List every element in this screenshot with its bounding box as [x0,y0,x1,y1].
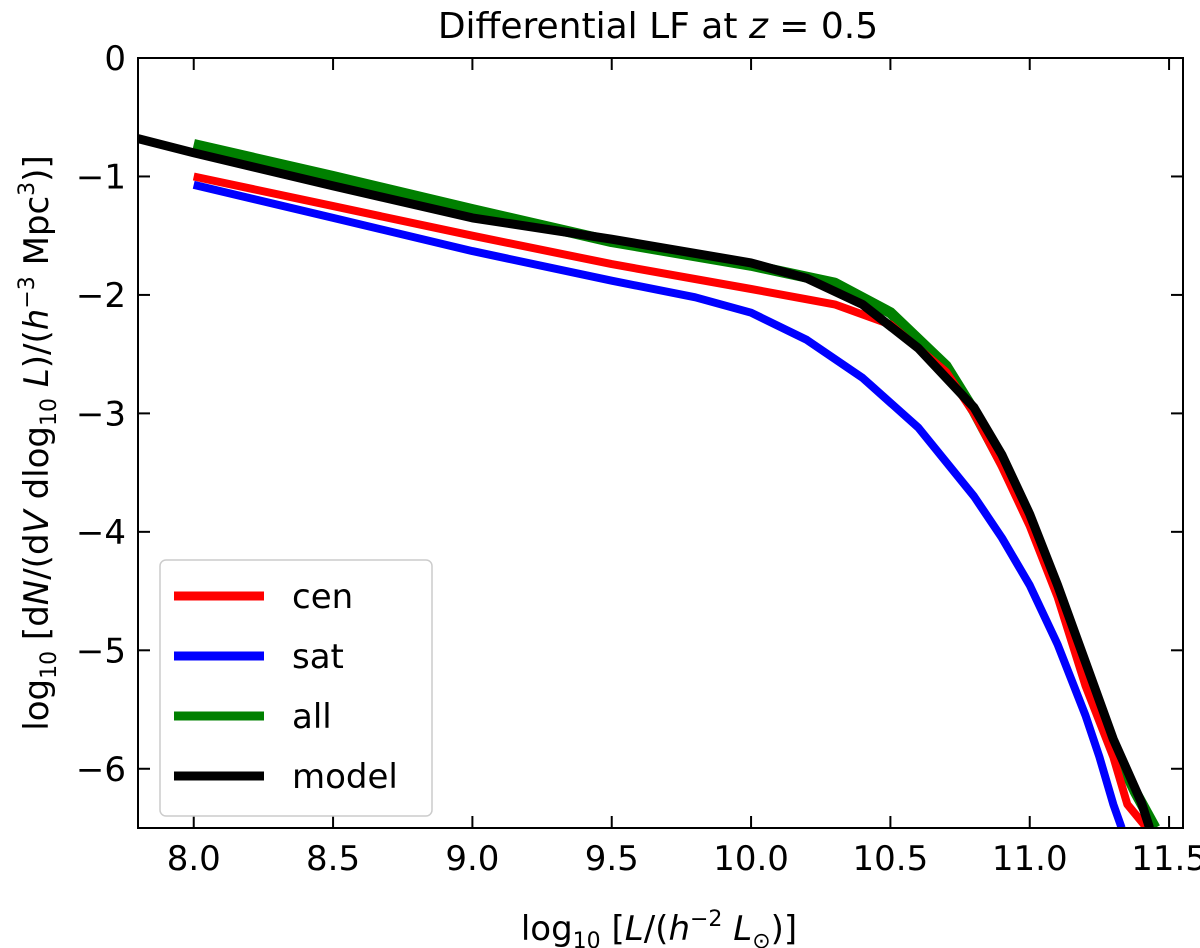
legend-label-sat: sat [292,637,344,677]
x-tick-label: 8.5 [306,839,360,879]
y-tick-label: −3 [76,394,126,434]
y-tick-label: 0 [104,39,126,79]
legend-label-cen: cen [292,577,353,617]
x-tick-label: 9.0 [445,839,499,879]
series-line-sat [192,180,1126,828]
legend-box [159,559,433,817]
y-tick-label: −4 [76,513,126,553]
y-axis-label: log10 [dN/(dV dlog10 L)/(h−3 Mpc3)] [15,155,62,730]
x-tick-label: 11.0 [992,839,1068,879]
legend-label-model: model [292,757,398,797]
plot-lines [138,134,1160,828]
legend-label-all: all [292,697,332,737]
plot-frame [137,57,1184,829]
y-tick-label: −2 [76,276,126,316]
legend: cen sat all model [159,559,433,817]
x-axis-ticks: 8.0 8.5 9.0 9.5 10.0 10.5 11.0 11.5 [167,58,1200,879]
y-tick-label: −1 [76,157,126,197]
x-tick-label: 9.5 [585,839,639,879]
x-tick-label: 11.5 [1131,839,1200,879]
chart-title: Differential LF at z = 0.5 [438,6,878,47]
legend-entries: cen sat all model [174,577,398,797]
x-tick-label: 10.0 [713,839,789,879]
y-tick-label: −6 [76,750,126,790]
y-axis-ticks: 0 −1 −2 −3 −4 −5 −6 [76,39,1183,790]
y-tick-label: −5 [76,631,126,671]
series-line-model [138,134,1154,828]
x-tick-label: 10.5 [853,839,929,879]
x-axis-label: log10 [L/(h−2 L⊙)] [521,907,797,948]
x-tick-label: 8.0 [167,839,221,879]
